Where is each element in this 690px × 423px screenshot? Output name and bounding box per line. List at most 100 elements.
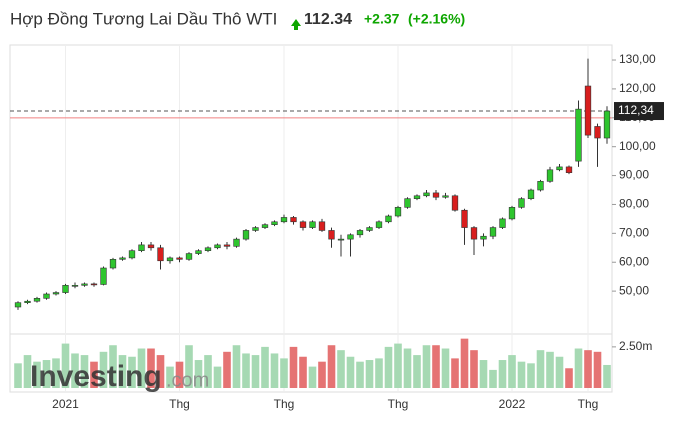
volume-bar [441, 348, 450, 388]
volume-bar [175, 361, 184, 388]
volume-bar [270, 353, 279, 388]
y-tick-label: 120,00 [619, 81, 656, 95]
candle-body [489, 227, 497, 237]
change-pct: (+2.16%) [408, 11, 465, 27]
candle-body [470, 227, 478, 240]
volume-bar [346, 356, 355, 388]
candle-body [62, 285, 69, 293]
volume-bar [584, 350, 592, 388]
volume-bar [318, 361, 326, 388]
volume-bar [52, 358, 60, 388]
candle-body [195, 250, 202, 254]
candle-body [385, 215, 392, 223]
volume-bar [375, 358, 383, 388]
candle-body [461, 209, 468, 228]
y-tick-label: 130,00 [619, 52, 656, 66]
candle-body [413, 195, 421, 199]
candle-body [337, 238, 345, 241]
x-tick-label: 2022 [499, 397, 526, 411]
volume-bar [223, 351, 231, 388]
volume-bar [327, 345, 336, 388]
volume-bar [384, 346, 393, 388]
candle-body [252, 227, 259, 231]
candle-body [499, 218, 506, 228]
plot-frame [9, 44, 613, 393]
volume-bar [137, 348, 146, 388]
candle-body [157, 247, 164, 262]
candle-body [24, 300, 31, 303]
candle-body [432, 192, 440, 198]
volume-bar [71, 353, 79, 388]
candle-body [375, 221, 383, 228]
candle-body [537, 181, 544, 191]
volume-bar [593, 351, 602, 388]
candle-body [584, 85, 592, 136]
candle-body [442, 195, 449, 198]
volume-bar [356, 361, 364, 388]
price-tag-box [614, 102, 664, 121]
y-tick-label: 50,00 [619, 283, 649, 297]
volume-bar [422, 345, 431, 388]
volume-bar [99, 351, 108, 388]
volume-bar [194, 360, 203, 388]
volume-bar [603, 364, 611, 388]
candle-body [271, 221, 278, 225]
y-tick-label: 80,00 [619, 197, 649, 211]
volume-bar [213, 366, 222, 388]
volume-bar [166, 366, 174, 388]
candle-body [261, 224, 269, 228]
candle-body [43, 293, 50, 299]
y-tick-label: 100,00 [619, 139, 656, 153]
candle-body [603, 110, 611, 139]
candle-body [81, 283, 88, 286]
candle-body [214, 244, 221, 249]
up-arrow [291, 19, 301, 30]
volume-bar [546, 351, 554, 388]
volume-bar [14, 363, 22, 388]
watermark-suffix: .com [166, 369, 209, 391]
candle-body [394, 207, 402, 217]
candle-body [166, 257, 174, 262]
candle-body [185, 253, 193, 260]
candle-body [223, 244, 231, 247]
volume-bar [479, 360, 488, 388]
chart-title: Hợp Đồng Tương Lai Dầu Thô WTI [10, 9, 277, 28]
price-tag-label: 112,34 [618, 103, 654, 117]
volume-bar [489, 369, 497, 388]
candle-body [565, 166, 573, 173]
candle-body [527, 189, 535, 199]
volume-bar [23, 355, 32, 388]
volume-bar [90, 361, 98, 388]
volume-bar [251, 355, 260, 388]
y-tick-label: 70,00 [619, 226, 649, 240]
candle-body [299, 221, 307, 228]
volume-bar [517, 361, 526, 388]
volume-bar [61, 343, 70, 388]
watermark: Investing .com [30, 360, 209, 393]
volume-bar [33, 361, 41, 388]
candle-body [176, 257, 183, 260]
x-tick-label: Thg [578, 397, 599, 411]
candle-body [356, 230, 364, 236]
x-tick-label: Thg [169, 397, 190, 411]
volume-bar [498, 360, 507, 388]
volume-bar [451, 358, 459, 388]
volume-bar [470, 350, 478, 388]
volume-bar [308, 366, 317, 388]
volume-bar [232, 345, 241, 388]
volume-bar [156, 355, 165, 388]
volume-tick-label: 2.50m [619, 339, 652, 353]
candle-body [128, 250, 136, 259]
volume-bar [185, 345, 193, 388]
candle-body [451, 195, 459, 211]
volume-bar [118, 355, 127, 388]
x-tick-label: 2021 [52, 397, 79, 411]
candle-body [480, 235, 487, 240]
candle-body [556, 166, 563, 171]
y-tick-label: 90,00 [619, 168, 649, 182]
candle-body [14, 302, 22, 308]
candle-body [518, 198, 525, 208]
candle-body [594, 126, 601, 139]
volume-bar [80, 355, 89, 388]
candle-body [575, 108, 582, 162]
